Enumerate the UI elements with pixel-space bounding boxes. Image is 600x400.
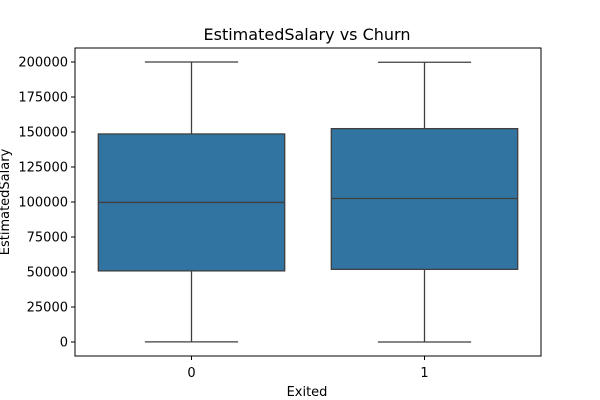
x-tick-label: 0 [187,366,195,381]
y-axis: 0 25000 50000 75000 100000 125000 150000 175000… [18,56,75,351]
box-group [330,61,519,343]
x-axis-label: Exited [287,385,328,400]
chart-title: EstimatedSalary vs Churn [204,25,411,44]
y-tick-label: 200000 [18,56,68,71]
y-tick-label: 150000 [18,126,68,141]
box-group [97,61,286,343]
y-tick-label: 75000 [27,231,68,246]
y-tick-label: 50000 [27,266,68,281]
y-tick-label: 125000 [18,161,68,176]
y-axis-label: EstimatedSalary [0,148,13,255]
y-tick-label: 175000 [18,91,68,106]
y-tick-label: 25000 [27,301,68,316]
y-tick-label: 100000 [18,196,68,211]
x-tick-label: 1 [420,366,428,381]
plot-area [97,61,519,343]
y-tick-label: 0 [60,336,68,351]
